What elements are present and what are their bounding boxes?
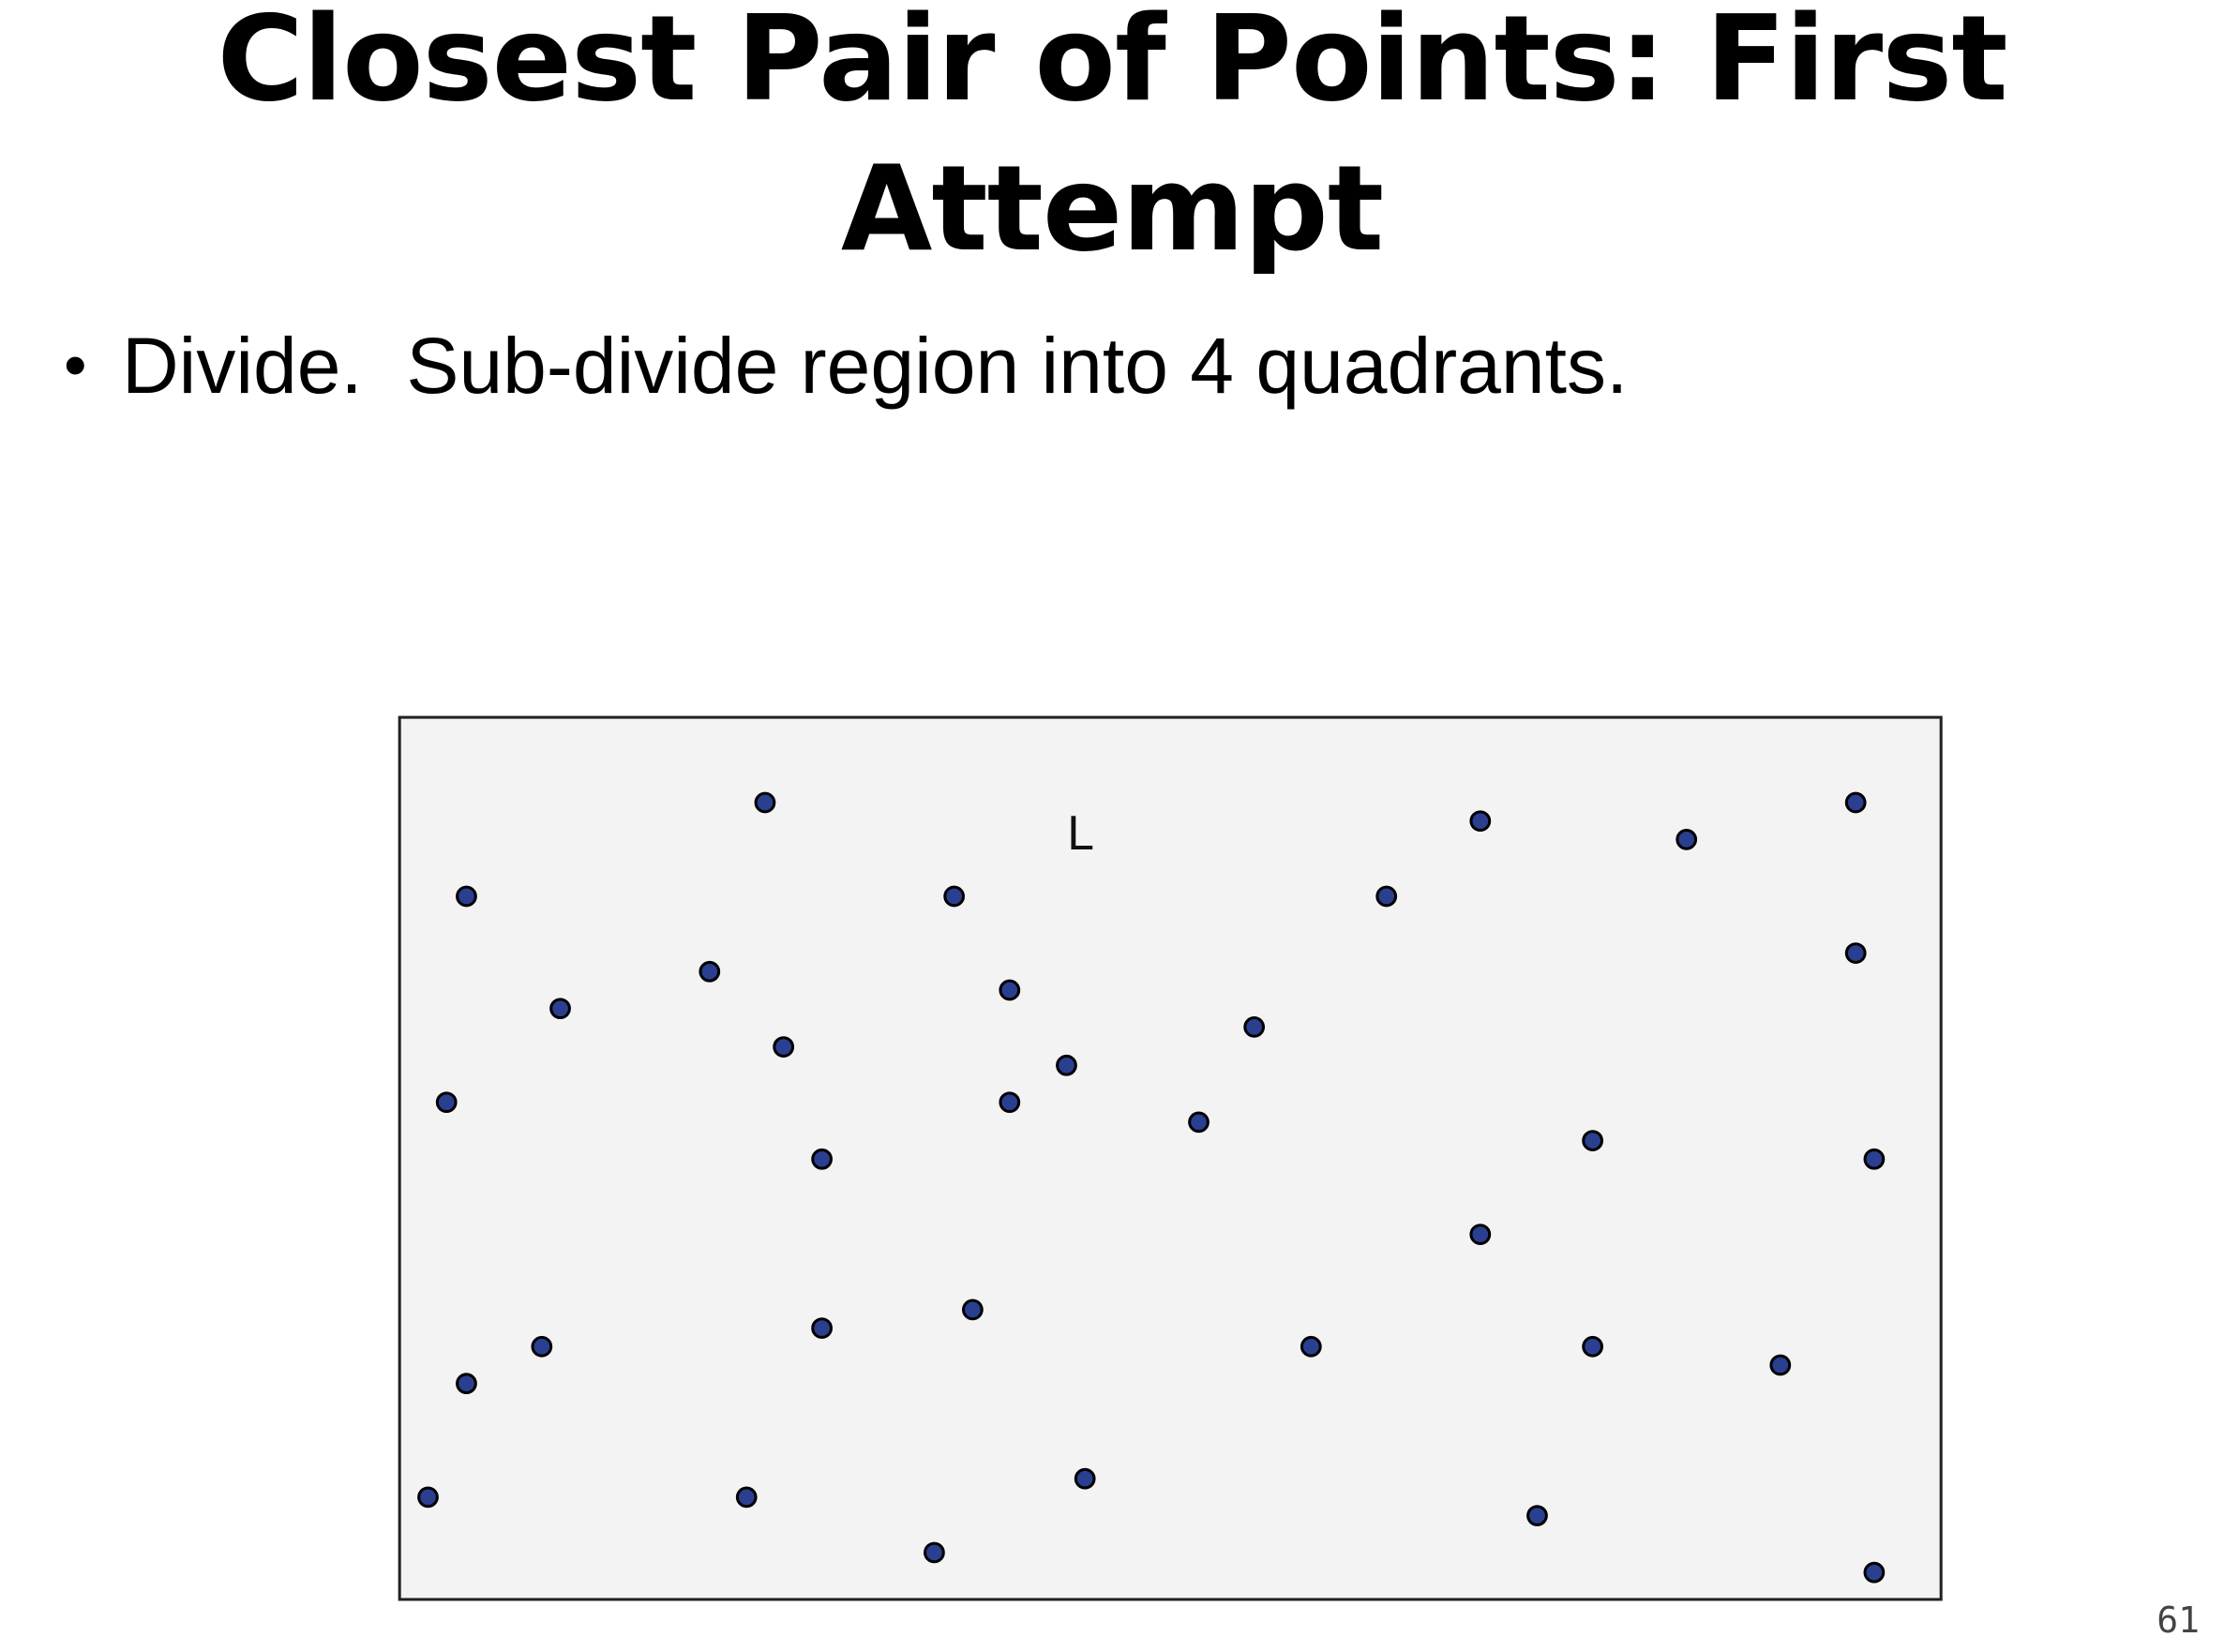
point-22: [961, 1299, 984, 1321]
point-19: [811, 1148, 833, 1170]
point-5: [1676, 829, 1698, 850]
point-25: [1300, 1335, 1322, 1358]
point-29: [1074, 1467, 1096, 1490]
point-region-box: [398, 715, 1943, 1601]
divider-label-L: L: [1067, 805, 1094, 860]
point-24: [531, 1335, 553, 1358]
point-10: [999, 979, 1021, 1001]
point-4: [1469, 810, 1492, 833]
bullet-text: Divide. Sub-divide region into 4 quadran…: [122, 322, 1629, 410]
point-23: [811, 1317, 833, 1339]
point-30: [417, 1486, 439, 1509]
page-number: 61: [2156, 1599, 2200, 1641]
point-9: [699, 960, 721, 983]
point-3: [943, 885, 966, 908]
point-8: [1844, 942, 1867, 964]
bullet-item: • Divide. Sub-divide region into 4 quadra…: [64, 326, 1628, 405]
point-11: [549, 998, 571, 1020]
points-group: [417, 791, 1886, 1584]
point-21: [1469, 1224, 1492, 1245]
point-2: [456, 885, 477, 908]
point-12: [1243, 1016, 1266, 1038]
point-1: [754, 791, 776, 814]
slide-title-line-1: Closest Pair of Points: First: [217, 0, 2007, 128]
point-14: [1056, 1054, 1077, 1076]
point-27: [1769, 1354, 1792, 1376]
point-17: [1188, 1111, 1210, 1134]
point-34: [1863, 1561, 1886, 1584]
point-33: [924, 1541, 945, 1564]
point-20: [1863, 1148, 1886, 1170]
point-15: [435, 1091, 458, 1114]
point-16: [999, 1091, 1021, 1114]
point-7: [1375, 885, 1398, 908]
point-28: [456, 1373, 477, 1395]
point-32: [1526, 1505, 1548, 1526]
point-18: [1582, 1130, 1603, 1151]
point-31: [735, 1486, 758, 1509]
point-26: [1582, 1335, 1603, 1358]
point-13: [773, 1036, 795, 1058]
bullet-dot-icon: •: [64, 328, 87, 401]
slide-title-line-2: Attempt: [840, 140, 1384, 278]
point-6: [1844, 791, 1867, 814]
